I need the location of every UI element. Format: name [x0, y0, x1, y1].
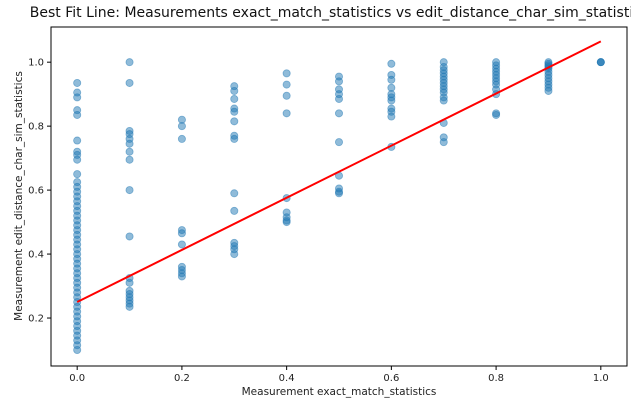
x-tick-label: 0.6 [383, 373, 399, 384]
data-point [73, 136, 82, 145]
data-point [387, 96, 396, 105]
data-point [596, 58, 605, 67]
data-point [73, 110, 82, 119]
data-point [125, 186, 134, 195]
data-point [230, 107, 239, 116]
y-tick-label: 0.6 [28, 186, 44, 197]
data-point [230, 189, 239, 198]
best-fit-line [76, 40, 602, 303]
fit-line-layer [76, 40, 602, 303]
data-point [439, 96, 448, 105]
data-point [387, 59, 396, 68]
data-point [230, 250, 239, 259]
data-point [125, 155, 134, 164]
data-point [230, 94, 239, 103]
plot-frame [50, 26, 628, 367]
y-ticks: 0.2 0.4 0.6 0.8 1.0 [28, 58, 51, 325]
data-point [492, 110, 501, 119]
data-point [73, 346, 82, 355]
data-point [73, 93, 82, 102]
y-tick-label: 0.4 [28, 250, 44, 261]
data-point [177, 272, 186, 281]
data-point [73, 78, 82, 87]
data-point [282, 109, 291, 118]
x-axis-label: Measurement exact_match_statistics [242, 386, 437, 398]
y-axis-label: Measurement edit_distance_char_sim_stati… [13, 71, 25, 321]
data-point [125, 78, 134, 87]
points-layer [73, 58, 605, 355]
data-point [73, 170, 82, 179]
data-point [282, 218, 291, 227]
x-ticks: 0.0 0.2 0.4 0.6 0.8 1.0 [69, 366, 609, 384]
data-point [177, 134, 186, 143]
data-point [73, 155, 82, 164]
data-point [334, 94, 343, 103]
data-point [282, 80, 291, 89]
data-point [334, 138, 343, 147]
data-point [282, 69, 291, 78]
data-point [230, 86, 239, 95]
x-tick-label: 0.2 [174, 373, 190, 384]
data-point [544, 86, 553, 95]
data-point [125, 58, 134, 67]
x-tick-label: 1.0 [593, 373, 609, 384]
data-point [177, 240, 186, 249]
data-point [439, 138, 448, 147]
data-point [334, 189, 343, 198]
data-point [334, 77, 343, 86]
x-tick-label: 0.4 [279, 373, 295, 384]
y-tick-label: 0.8 [28, 122, 44, 133]
data-point [230, 206, 239, 215]
data-point [230, 134, 239, 143]
data-point [125, 232, 134, 241]
chart-title: Best Fit Line: Measurements exact_match_… [30, 5, 631, 21]
data-point [334, 109, 343, 118]
x-tick-label: 0.0 [69, 373, 85, 384]
data-point [177, 229, 186, 238]
data-point [125, 147, 134, 156]
data-point [282, 91, 291, 100]
data-point [230, 117, 239, 126]
x-tick-label: 0.8 [488, 373, 504, 384]
data-point [177, 122, 186, 131]
y-tick-label: 1.0 [28, 58, 44, 69]
y-tick-label: 0.2 [28, 314, 44, 325]
data-point [125, 302, 134, 311]
data-point [125, 139, 134, 148]
data-point [387, 75, 396, 84]
data-point [387, 112, 396, 121]
data-point [125, 278, 134, 287]
